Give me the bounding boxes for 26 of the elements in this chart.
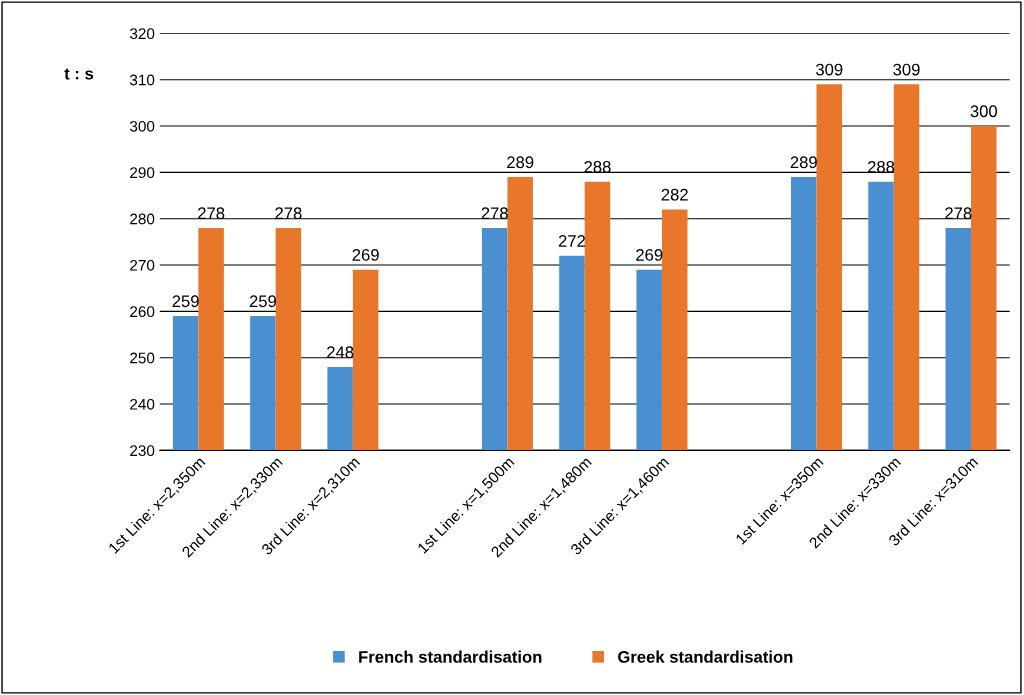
data-label: 259 <box>249 295 277 308</box>
data-label: 282 <box>661 188 688 201</box>
data-label: 289 <box>507 156 534 169</box>
data-label: 269 <box>352 249 379 261</box>
data-label: 278 <box>275 207 302 220</box>
y-tick-label: 270 <box>130 259 155 271</box>
legend-label: French standardisation <box>359 650 542 663</box>
y-tick-label: 250 <box>130 352 155 364</box>
y-tick-label: 230 <box>130 445 155 457</box>
legend-label: Greek standardisation <box>618 650 793 663</box>
y-tick-label: 310 <box>129 74 155 86</box>
data-label: 300 <box>970 105 998 118</box>
y-tick-label: 300 <box>129 120 155 132</box>
data-label: 309 <box>815 63 843 76</box>
y-tick-label: 280 <box>130 213 155 225</box>
y-tick-label: 320 <box>129 28 155 40</box>
data-label: 309 <box>893 63 920 76</box>
y-axis-title: t : s <box>64 68 94 80</box>
data-label: 259 <box>172 295 199 308</box>
y-tick-label: 260 <box>130 306 155 318</box>
data-label: 272 <box>558 235 586 247</box>
data-label: 278 <box>481 207 508 220</box>
y-tick-label: 240 <box>130 398 155 410</box>
y-tick-label: 290 <box>130 167 155 179</box>
data-label: 278 <box>198 207 225 220</box>
data-label: 289 <box>790 156 817 169</box>
